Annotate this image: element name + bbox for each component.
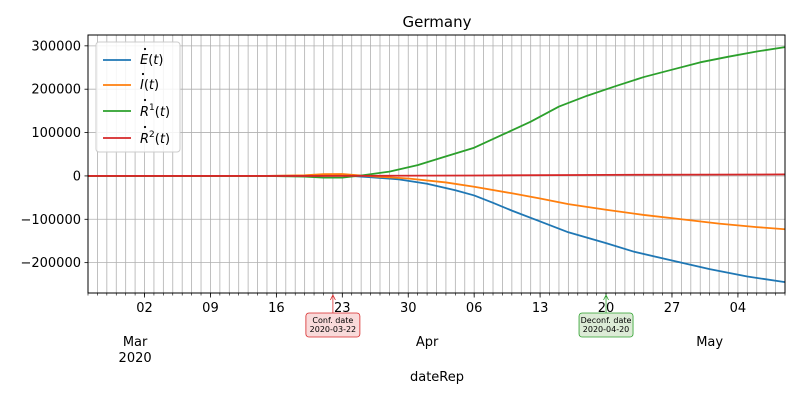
x-axis-label: dateRep (410, 370, 464, 385)
legend-dot-r1 (143, 98, 147, 102)
legend: E(t) I(t) R1(t) R2(t) (95, 41, 181, 153)
x-month-label: Mar (123, 335, 148, 350)
annotation-arrowhead (330, 294, 336, 301)
y-tick-label: 100000 (31, 126, 81, 141)
legend-label-e: E(t) (140, 53, 163, 68)
series-line-r1 (88, 46, 786, 179)
x-tick-label: 09 (202, 301, 219, 316)
grid (87, 35, 786, 293)
legend-dot-i (141, 72, 145, 76)
x-tick-label: 02 (136, 301, 153, 316)
y-axis: 300000 200000 100000 0 −100000 −200000 (20, 39, 88, 271)
x-tick-label: 16 (268, 301, 285, 316)
series-line-r2 (88, 173, 786, 177)
legend-box (95, 41, 181, 153)
series-lines (88, 46, 786, 284)
y-tick-label: 200000 (31, 83, 81, 98)
y-tick-label: 0 (73, 169, 81, 184)
legend-dot-e (143, 47, 147, 51)
x-tick-label: 13 (532, 301, 549, 316)
legend-label-i: I(t) (140, 78, 159, 93)
legend-label-r2: R2(t) (140, 130, 170, 147)
y-tick-label: 300000 (31, 39, 81, 54)
annotation-text: 2020-04-20 (583, 325, 630, 334)
y-tick-label: −200000 (20, 256, 81, 271)
x-tick-label: 23 (334, 301, 351, 316)
x-month-label: May (696, 335, 723, 350)
annotation-box (305, 312, 361, 338)
legend-dot-r2 (143, 125, 147, 129)
chart-title: Germany (403, 13, 472, 31)
annotation-text: Conf. date (312, 316, 353, 325)
legend-item-e: E(t) (103, 47, 163, 68)
legend-item-r2: R2(t) (103, 125, 170, 147)
x-tick-label: 06 (466, 301, 483, 316)
x-year-label: 2020 (119, 351, 152, 366)
x-tick-label: 30 (400, 301, 417, 316)
y-tick-label: −100000 (20, 213, 81, 228)
x-tick-label: 04 (730, 301, 747, 316)
legend-item-i: I(t) (103, 72, 159, 93)
annotation-text: Deconf. date (581, 316, 632, 325)
annotation-text: 2020-03-22 (310, 325, 357, 334)
x-month-label: Apr (416, 335, 439, 350)
x-tick-label: 27 (664, 301, 681, 316)
legend-item-r1: R1(t) (103, 98, 170, 120)
annotation-box (578, 312, 634, 338)
annotation-arrowhead (603, 294, 609, 301)
legend-label-r1: R1(t) (140, 103, 170, 120)
series-line-i (88, 173, 786, 231)
